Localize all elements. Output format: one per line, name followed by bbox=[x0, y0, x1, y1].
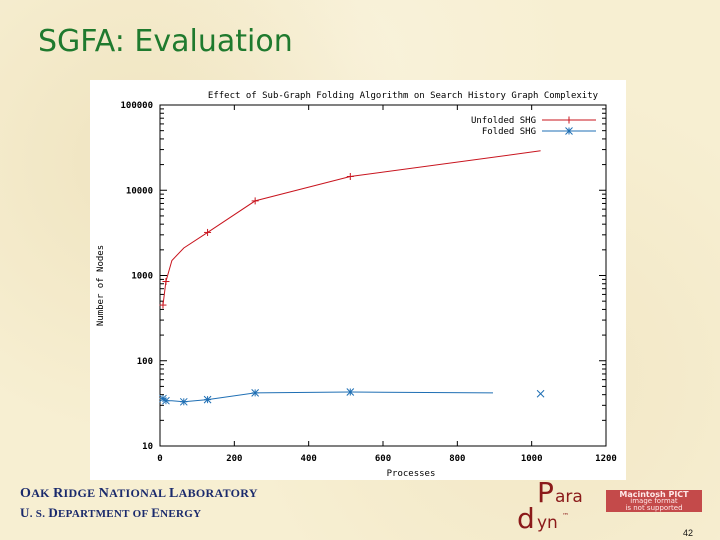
y-tick-label: 10000 bbox=[126, 186, 153, 196]
marker-stroke bbox=[536, 389, 545, 398]
data-point bbox=[162, 278, 170, 286]
legend-label: Unfolded SHG bbox=[471, 116, 536, 126]
series-line bbox=[162, 391, 494, 403]
x-tick-label: 400 bbox=[301, 454, 317, 464]
x-tick-label: 200 bbox=[226, 454, 242, 464]
data-point bbox=[346, 388, 355, 396]
x-tick-label: 800 bbox=[449, 454, 465, 464]
series-line bbox=[162, 150, 541, 306]
legend-entry: Folded SHG bbox=[482, 127, 596, 137]
y-tick-label: 100000 bbox=[120, 101, 153, 111]
logo-p: P bbox=[537, 478, 554, 509]
marker-stroke bbox=[179, 397, 188, 406]
marker-stroke bbox=[251, 389, 260, 397]
marker-stroke bbox=[162, 396, 170, 405]
x-tick-label: 0 bbox=[157, 454, 162, 464]
data-point bbox=[162, 396, 170, 405]
data-point bbox=[159, 301, 167, 309]
data-point bbox=[179, 397, 188, 406]
data-point bbox=[251, 197, 259, 205]
marker-stroke bbox=[203, 395, 212, 404]
series-extra-point bbox=[536, 389, 545, 398]
legend-entry: Unfolded SHG bbox=[471, 116, 596, 126]
logo-tm: ™ bbox=[562, 512, 569, 520]
marker-stroke bbox=[565, 127, 573, 135]
x-tick-label: 1200 bbox=[595, 454, 617, 464]
page-number: 42 bbox=[683, 528, 694, 538]
footer-department-name: U. S. DEPARTMENT OF ENERGY bbox=[20, 505, 202, 520]
logo-ara: ara bbox=[555, 487, 583, 507]
footer-lab-name: OAK RIDGE NATIONAL LABORATORY bbox=[20, 486, 258, 501]
unsupported-image-placeholder: Macintosh PICT image format is not suppo… bbox=[606, 490, 702, 512]
y-tick-label: 1000 bbox=[131, 272, 153, 282]
y-tick-label: 100 bbox=[137, 357, 153, 367]
paradyn-logo: P ara d yn ™ bbox=[517, 478, 583, 534]
data-point bbox=[251, 389, 260, 397]
data-point bbox=[346, 172, 354, 180]
y-axis-label: Number of Nodes bbox=[96, 245, 106, 326]
chart-panel: Effect of Sub-Graph Folding Algorithm on… bbox=[90, 80, 626, 480]
line-chart: Effect of Sub-Graph Folding Algorithm on… bbox=[96, 91, 617, 479]
logo-yn: yn bbox=[537, 513, 558, 533]
slide-title: SGFA: Evaluation bbox=[38, 24, 293, 59]
legend-label: Folded SHG bbox=[482, 127, 536, 137]
logo-d: d bbox=[517, 502, 535, 534]
marker-stroke bbox=[159, 394, 167, 403]
data-point bbox=[536, 389, 545, 398]
marker-stroke bbox=[346, 388, 355, 396]
series-unfolded-shg bbox=[159, 150, 541, 309]
series-folded-shg bbox=[159, 388, 494, 406]
data-point bbox=[204, 228, 212, 236]
chart-title: Effect of Sub-Graph Folding Algorithm on… bbox=[208, 91, 599, 101]
x-tick-label: 1000 bbox=[521, 454, 543, 464]
x-axis-label: Processes bbox=[387, 469, 436, 479]
y-tick-label: 10 bbox=[142, 442, 153, 452]
x-tick-label: 600 bbox=[375, 454, 391, 464]
data-point bbox=[203, 395, 212, 404]
